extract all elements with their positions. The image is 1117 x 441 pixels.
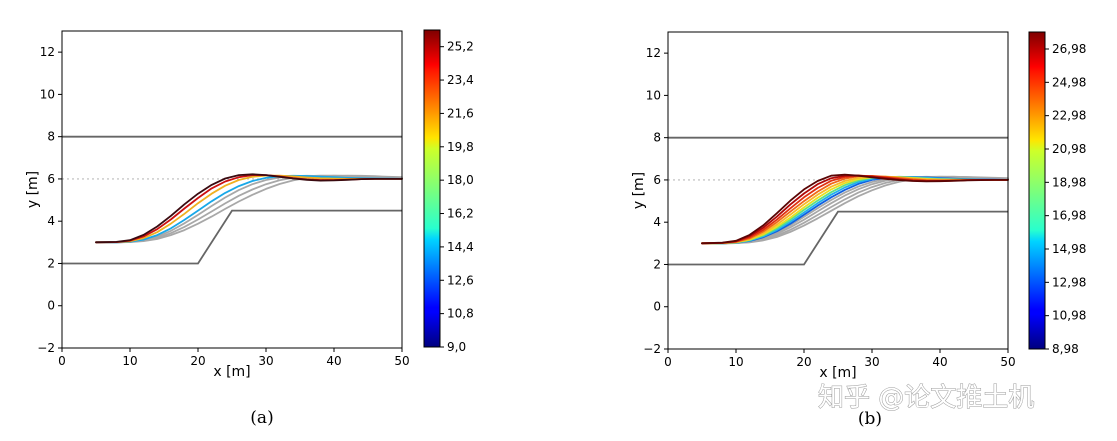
colorbar-tick-label: 18,98 (1052, 175, 1086, 189)
colorbar-tick-label: 25,2 (447, 40, 474, 54)
colorbar-tick-label: 23,4 (447, 73, 474, 87)
y-tick-label: 8 (47, 130, 55, 144)
colorbar-tick-label: 10,98 (1052, 309, 1086, 323)
y-tick-label: 12 (40, 45, 55, 59)
y-tick-label: 4 (653, 215, 661, 229)
y-tick-label: 12 (646, 46, 661, 60)
colorbar-tick-label: 26,98 (1052, 42, 1086, 56)
x-tick-label: 30 (258, 354, 273, 368)
colorbar (423, 29, 441, 348)
panel-caption: (a) (250, 408, 273, 428)
colorbar-tick-label: 18,0 (447, 173, 474, 187)
y-tick-label: 0 (653, 300, 661, 314)
x-axis-label: x [m] (819, 365, 856, 381)
colorbar-tick-label: 16,98 (1052, 209, 1086, 223)
x-tick-label: 50 (394, 354, 409, 368)
colorbar-tick-label: 21,6 (447, 106, 474, 120)
panel-caption: (b) (858, 409, 882, 429)
y-tick-label: 10 (646, 88, 661, 102)
axes-frame (667, 31, 1009, 350)
x-tick-label: 10 (728, 355, 743, 369)
colorbar-tick-label: 8,98 (1052, 342, 1079, 356)
colorbar-tick-label: 20,98 (1052, 142, 1086, 156)
axes-frame (61, 30, 403, 349)
colorbar-tick-label: 22,98 (1052, 109, 1086, 123)
colorbar-tick-label: 14,4 (447, 240, 474, 254)
road-lower-boundary (668, 210, 1008, 266)
y-tick-label: 6 (653, 173, 661, 187)
y-tick-label: −2 (37, 341, 55, 355)
trajectory-gray (95, 174, 403, 244)
colorbar-tick-label: 16,2 (447, 207, 474, 221)
y-tick-label: 2 (653, 257, 661, 271)
x-tick-label: 20 (190, 354, 205, 368)
x-tick-label: 20 (796, 355, 811, 369)
colorbar-tick-label: 19,8 (447, 140, 474, 154)
y-axis-label: y [m] (631, 172, 647, 209)
x-tick-label: 10 (122, 354, 137, 368)
colorbar-tick-label: 24,98 (1052, 75, 1086, 89)
y-tick-label: 6 (47, 172, 55, 186)
colorbar-tick-label: 10,8 (447, 307, 474, 321)
x-tick-label: 40 (326, 354, 341, 368)
watermark: 知乎 @论文推土机 (818, 383, 1034, 413)
colorbar (1028, 31, 1046, 350)
colorbar-tick-label: 12,6 (447, 273, 474, 287)
colorbar-tick-label: 12,98 (1052, 275, 1086, 289)
trajectory-gray (701, 175, 1009, 245)
y-tick-label: 4 (47, 214, 55, 228)
road-lower-boundary (62, 209, 402, 265)
x-tick-label: 0 (58, 354, 66, 368)
x-tick-label: 0 (664, 355, 672, 369)
y-tick-label: 0 (47, 299, 55, 313)
trajectory-line (95, 173, 403, 244)
y-axis-label: y [m] (25, 171, 41, 208)
y-tick-label: 8 (653, 131, 661, 145)
y-tick-label: −2 (643, 342, 661, 356)
y-tick-label: 2 (47, 256, 55, 270)
colorbar-tick-label: 14,98 (1052, 242, 1086, 256)
y-tick-label: 10 (40, 87, 55, 101)
x-axis-label: x [m] (213, 364, 250, 380)
trajectory-line (701, 173, 1009, 245)
colorbar-tick-label: 9,0 (447, 340, 466, 354)
x-tick-label: 50 (1000, 355, 1015, 369)
x-tick-label: 40 (932, 355, 947, 369)
x-tick-label: 30 (864, 355, 879, 369)
